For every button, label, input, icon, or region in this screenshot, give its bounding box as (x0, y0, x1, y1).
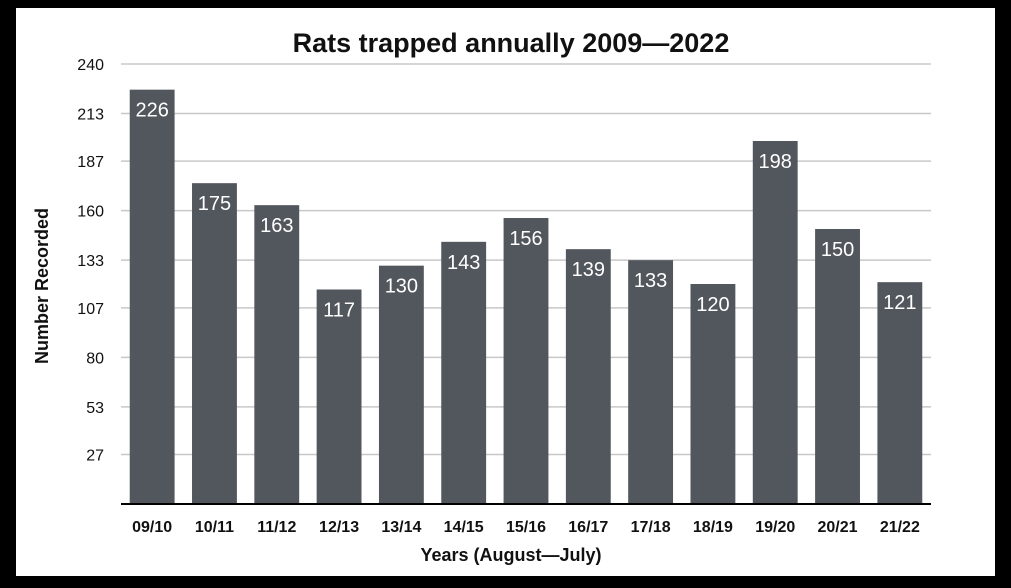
cropped-header-strip (0, 0, 1011, 8)
data-label: 117 (323, 300, 355, 322)
bar (129, 89, 175, 505)
y-tick-label: 187 (77, 154, 104, 171)
y-tick-label: 27 (86, 448, 104, 465)
data-label: 226 (135, 100, 168, 122)
x-tick-label: 13/14 (381, 519, 421, 536)
y-tick-label: 240 (77, 57, 104, 74)
x-tick-label: 12/13 (319, 519, 359, 536)
data-label: 175 (198, 193, 231, 215)
bar-chart: Rats trapped annually 2009—2022 240 213 18… (32, 28, 931, 565)
bar (503, 218, 549, 504)
x-tick-label: 14/15 (444, 519, 484, 536)
data-label: 133 (634, 270, 667, 292)
y-tick-label: 213 (77, 107, 104, 124)
data-labels: 226 175 163 117 130 143 156 139 133 120 198 150 121 (135, 100, 916, 322)
chart-frame: Rats trapped annually 2009—2022 240 213 18… (16, 8, 995, 576)
data-label: 156 (509, 228, 542, 250)
bar (254, 205, 300, 504)
x-tick-label: 10/11 (195, 519, 234, 536)
bar (877, 282, 923, 504)
bar (752, 141, 798, 504)
data-label: 163 (260, 215, 293, 237)
y-tick-label: 133 (77, 253, 104, 270)
y-tick-label: 53 (86, 400, 104, 417)
data-label: 130 (385, 276, 418, 298)
x-tick-label: 20/21 (818, 519, 858, 536)
data-label: 120 (696, 294, 729, 316)
bar (378, 265, 424, 504)
x-tick-label: 18/19 (693, 519, 733, 536)
bar (690, 284, 736, 504)
y-axis-ticks: 240 213 187 160 133 107 80 53 27 (77, 57, 104, 465)
x-tick-label: 16/17 (568, 519, 608, 536)
bar (628, 260, 674, 504)
y-tick-label: 80 (86, 350, 104, 367)
bars (129, 89, 923, 505)
bar (441, 241, 487, 505)
data-label: 198 (759, 151, 792, 173)
x-tick-label: 19/20 (755, 519, 795, 536)
x-tick-label: 09/10 (132, 519, 172, 536)
bar (192, 183, 237, 504)
x-tick-label: 11/12 (257, 519, 296, 536)
bar (815, 229, 860, 504)
data-label: 121 (883, 292, 916, 314)
y-axis-label: Number Recorded (32, 208, 52, 364)
bar (565, 249, 611, 504)
y-tick-label: 160 (77, 204, 104, 221)
x-tick-label: 21/22 (880, 519, 920, 536)
bar (316, 289, 362, 504)
data-label: 139 (572, 259, 605, 281)
x-tick-label: 15/16 (506, 519, 546, 536)
data-label: 143 (447, 252, 480, 274)
x-tick-label: 17/18 (631, 519, 671, 536)
x-axis-label: Years (August—July) (420, 545, 601, 565)
y-tick-label: 107 (77, 301, 104, 318)
chart-title: Rats trapped annually 2009—2022 (293, 28, 730, 58)
data-label: 150 (821, 239, 854, 261)
x-axis-ticks: 09/10 10/11 11/12 12/13 13/14 14/15 15/16 16/17… (132, 519, 920, 536)
